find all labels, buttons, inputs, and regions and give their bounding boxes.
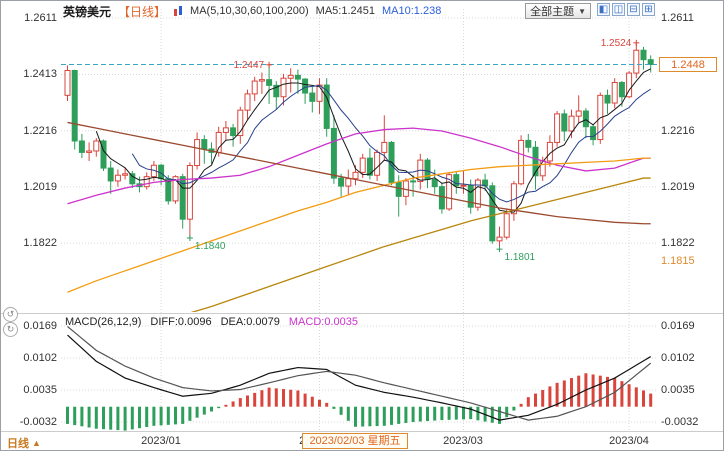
ma-settings-label: MA(5,10,30,60,100,200)	[190, 5, 309, 17]
ma-line-MA100	[190, 177, 651, 312]
macd-bar-value: MACD:0.0035	[288, 316, 358, 328]
ma-line-MA5	[95, 68, 651, 213]
period-low-marker: 1.1815	[661, 255, 695, 267]
triangle-up-icon: ▲	[32, 438, 41, 448]
x-axis-label: 2023/03	[443, 435, 483, 447]
period-tag: 【日线】	[118, 4, 167, 19]
current-price-tag: 1.2448	[659, 57, 717, 72]
ma-line-MA30	[67, 127, 651, 205]
macd-axis-label: 0.0102	[23, 352, 57, 364]
theme-dropdown-label: 全部主题	[530, 6, 575, 18]
x-axis-label: 2023/04	[609, 435, 649, 447]
instrument-title: 英镑美元	[63, 4, 112, 19]
macd-axis-label: 0.0102	[661, 352, 695, 364]
ma10-value: MA10:1.238	[382, 5, 442, 17]
ma-lines-layer	[67, 68, 651, 312]
y-axis-label: 1.2611	[24, 12, 57, 24]
period-selector-label: 日线	[7, 438, 29, 450]
annotation-low: 1.1801	[505, 252, 536, 263]
ma5-value: MA5:1.2451	[315, 5, 375, 17]
chart-header: 英镑美元 【日线】 MA(5,10,30,60,100,200) MA5:1.2…	[63, 3, 441, 19]
macd-diff-value: DIFF:0.0096	[150, 316, 212, 328]
annotations-layer: 1.2447 1.2524 1.1840 1.1801	[186, 38, 640, 263]
ma-line-MA60	[67, 157, 651, 293]
selected-date-tag: 2023/02/03 星期五	[302, 433, 408, 449]
layout-toolbar: ◧ ◫ ⊟ ⊞	[597, 3, 655, 16]
macd-axis-label: 0.0035	[23, 384, 57, 396]
macd-axis-label: 0.0035	[661, 384, 695, 396]
y-axis-label: 1.1822	[23, 237, 57, 249]
grid-layer	[61, 9, 657, 431]
annotation-low: 1.1840	[195, 241, 226, 252]
macd-dea-value: DEA:0.0079	[220, 316, 280, 328]
period-selector[interactable]: 日线 ▲	[7, 435, 41, 450]
candlestick-layer	[64, 42, 654, 250]
y-axis-label: 1.2413	[23, 68, 57, 80]
x-axis-separator	[1, 431, 723, 432]
macd-params-label: MACD(26,12,9)	[65, 316, 142, 328]
layout-grid-icon[interactable]: ⊞	[642, 3, 655, 16]
annotation-high: 1.2524	[601, 38, 632, 49]
annotation-high: 1.2447	[234, 60, 265, 71]
layout-split-vertical-icon[interactable]: ◫	[612, 3, 625, 16]
y-axis-label: 1.1822	[661, 237, 695, 249]
macd-diff-line	[67, 334, 652, 421]
macd-axis-label: 0.0169	[661, 320, 695, 332]
y-axis-label: 1.2216	[661, 125, 695, 137]
ma-line-MA10	[131, 84, 651, 203]
macd-layer	[66, 326, 653, 431]
y-axis-label: 1.2019	[661, 181, 695, 193]
kline-icon	[173, 5, 183, 17]
ma-line-MA200	[67, 121, 651, 225]
y-axis-label: 1.2611	[661, 12, 694, 24]
macd-dea-line	[67, 326, 652, 421]
theme-dropdown[interactable]: 全部主题 ▼	[525, 3, 591, 19]
layout-split-horizontal-icon[interactable]: ⊟	[627, 3, 640, 16]
macd-axis-label: -0.0032	[19, 416, 57, 428]
macd-axis-label: -0.0032	[661, 416, 699, 428]
layout-single-icon[interactable]: ◧	[597, 3, 610, 16]
panel-divider	[1, 313, 723, 314]
panel-cycle-down-icon[interactable]: ↻	[3, 322, 18, 337]
macd-header: MACD(26,12,9) DIFF:0.0096 DEA:0.0079 MAC…	[65, 316, 358, 328]
y-axis-label: 1.2216	[23, 125, 57, 137]
panel-cycle-up-icon[interactable]: ↺	[3, 307, 18, 322]
x-axis-label: 2023/01	[141, 435, 181, 447]
y-axis-label: 1.2019	[23, 181, 57, 193]
macd-axis-label: 0.0169	[23, 320, 57, 332]
chevron-down-icon: ▼	[578, 6, 586, 16]
